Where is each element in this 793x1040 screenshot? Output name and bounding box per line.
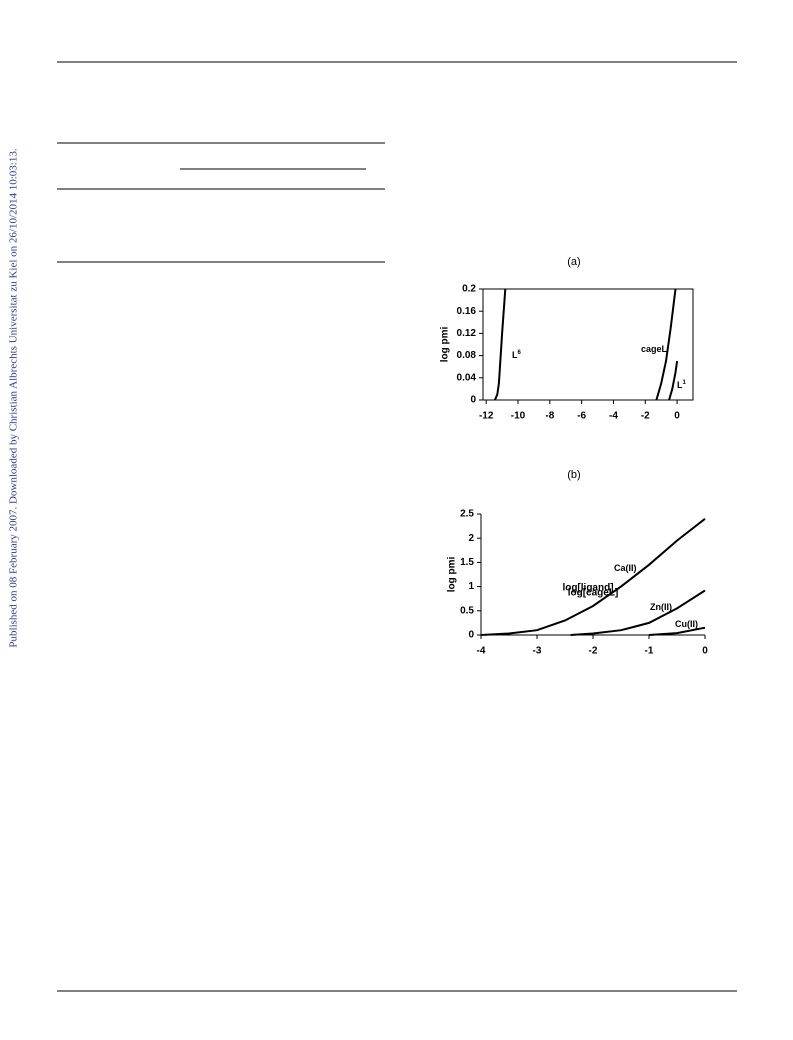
curve-label-name: Cu(II) [675, 619, 698, 629]
x-tick-label: -10 [511, 411, 526, 422]
y-tick-label: 2.5 [460, 509, 474, 520]
curve-label-name: L [677, 380, 683, 390]
y-tick-label: 0 [468, 630, 474, 641]
curve-label-sup: 1 [683, 380, 687, 386]
curve-label-name: Zn(II) [650, 602, 672, 612]
x-tick-label: -3 [533, 646, 542, 657]
x-axis-label: log[cageL] [568, 588, 619, 599]
x-tick-label: 0 [674, 411, 680, 422]
curve-label: Cu(II) [675, 619, 698, 629]
x-tick-label: -1 [645, 646, 654, 657]
curve [655, 288, 677, 401]
y-tick-label: 2 [468, 533, 474, 544]
y-tick-label: 0.12 [457, 328, 477, 339]
curve-label: L6 [512, 350, 522, 361]
y-tick-label: 1 [468, 581, 474, 592]
curve [648, 626, 706, 636]
y-tick-label: 0.5 [460, 605, 474, 616]
y-tick-label: 0 [470, 395, 476, 406]
curve-label: Zn(II) [650, 602, 672, 612]
y-tick-label: 0.16 [457, 306, 477, 317]
curve-label: L1 [677, 380, 687, 391]
x-tick-label: 0 [702, 646, 708, 657]
curve-label-name: cageL [641, 344, 668, 354]
y-axis-label: log pmi [440, 327, 451, 363]
curve-label: cageL [641, 344, 668, 354]
y-axis-label: log pmi [447, 557, 458, 593]
curve-label-name: L [512, 350, 518, 360]
plot-frame [482, 288, 694, 401]
y-tick-label: 0.08 [457, 350, 477, 361]
curve [493, 288, 507, 401]
x-tick-label: -4 [609, 411, 618, 422]
x-tick-label: -4 [477, 646, 486, 657]
curve-label-sup: 6 [518, 350, 522, 356]
x-tick-label: -2 [641, 411, 650, 422]
x-tick-label: -12 [479, 411, 494, 422]
curve [480, 518, 706, 636]
y-tick-label: 0.2 [462, 284, 476, 295]
figure-label: (b) [567, 469, 580, 481]
figure-label: (a) [567, 256, 580, 268]
curve-label: Ca(II) [614, 563, 637, 573]
sidebar-text: Published on 08 February 2007. Downloade… [8, 148, 20, 647]
x-axis-label: log[ligand] [562, 583, 613, 594]
x-tick-label: -6 [577, 411, 586, 422]
x-tick-label: -2 [589, 646, 598, 657]
curve [668, 360, 679, 401]
x-tick-label: -8 [545, 411, 554, 422]
curve-label-name: Ca(II) [614, 563, 637, 573]
y-tick-label: 0.04 [457, 372, 477, 383]
y-tick-label: 1.5 [460, 557, 474, 568]
curve [570, 589, 706, 636]
